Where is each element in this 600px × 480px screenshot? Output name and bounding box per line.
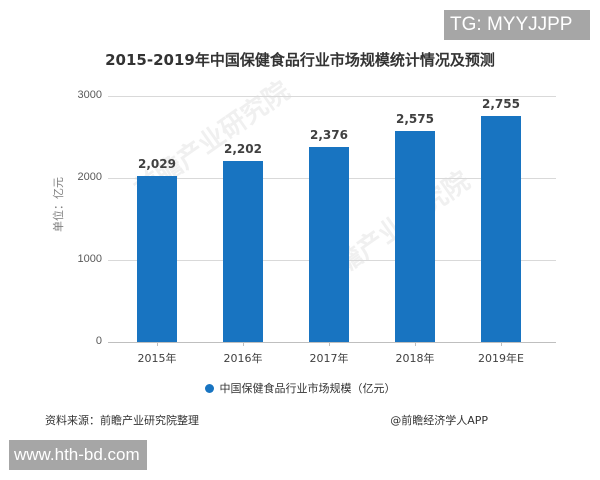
x-tick <box>415 342 416 346</box>
y-tick-label: 1000 <box>77 253 102 265</box>
x-tick <box>329 342 330 346</box>
x-tick-label: 2015年 <box>137 352 177 365</box>
chart-legend: 中国保健食品行业市场规模（亿元） <box>0 380 600 396</box>
x-tick-label: 2019年E <box>478 352 524 365</box>
value-label-2018: 2,575 <box>396 112 434 126</box>
value-label-2017: 2,376 <box>310 128 348 142</box>
x-tick-label: 2018年 <box>395 352 435 365</box>
value-label-2019e: 2,755 <box>482 97 520 111</box>
bar-2015 <box>137 176 177 342</box>
credit-note: @前瞻经济学人APP <box>390 414 488 427</box>
x-axis-line <box>108 342 556 343</box>
watermark-badge-top: TG: MYYJJPP <box>444 10 590 40</box>
y-tick-label: 3000 <box>77 89 102 101</box>
x-tick <box>243 342 244 346</box>
chart-title: 2015-2019年中国保健食品行业市场规模统计情况及预测 <box>105 51 495 69</box>
y-tick-label: 2000 <box>77 171 102 183</box>
value-label-2016: 2,202 <box>224 142 262 156</box>
legend-label: 中国保健食品行业市场规模（亿元） <box>219 382 396 395</box>
y-axis-label: 单位：亿元 <box>52 177 65 232</box>
bar-2016 <box>223 161 263 342</box>
watermark-badge-bottom: www.hth-bd.com <box>9 440 147 470</box>
bar-2017 <box>309 147 349 342</box>
value-label-2015: 2,029 <box>138 157 176 171</box>
x-tick <box>157 342 158 346</box>
bar-2018 <box>395 131 435 342</box>
bar-2019e <box>481 116 521 342</box>
x-tick-label: 2016年 <box>223 352 263 365</box>
x-tick-label: 2017年 <box>309 352 349 365</box>
source-note: 资料来源：前瞻产业研究院整理 <box>45 414 199 427</box>
legend-marker-icon <box>204 384 214 393</box>
gridline-3000 <box>108 96 556 97</box>
x-tick <box>501 342 502 346</box>
y-tick-label: 0 <box>95 335 102 347</box>
